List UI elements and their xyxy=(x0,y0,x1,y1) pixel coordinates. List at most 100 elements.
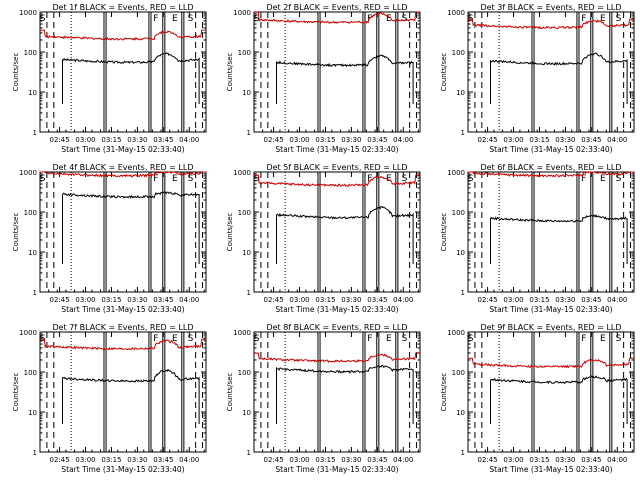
lld-series-line xyxy=(40,171,206,178)
detector-panel-7: Det 7f BLACK = Events, RED = LLD 1 10 100 10… xyxy=(12,323,207,474)
x-tick-label: 03:45 xyxy=(153,136,173,144)
marker-label: E xyxy=(600,334,606,344)
x-tick-label: 04:00 xyxy=(393,136,413,144)
y-tick-label: 1 xyxy=(461,449,465,457)
x-tick-label: 02:45 xyxy=(263,136,283,144)
x-tick-label: 03:45 xyxy=(581,456,601,464)
x-tick-label: 04:00 xyxy=(607,456,627,464)
x-tick-label: 03:30 xyxy=(341,136,361,144)
plot-frame xyxy=(253,11,421,133)
y-tick-label: 1 xyxy=(247,289,251,297)
y-axis-label: Counts/sec xyxy=(440,53,448,92)
plot-frame xyxy=(253,171,421,293)
marker-label: S xyxy=(40,174,46,184)
detector-panel-4: Det 4f BLACK = Events, RED = LLD 1 10 100 10… xyxy=(12,163,207,314)
panel-title: Det 7f BLACK = Events, RED = LLD xyxy=(52,323,193,332)
x-tick-label: 03:00 xyxy=(289,296,309,304)
y-tick-label: 10 xyxy=(28,89,37,97)
x-tick-label: 02:45 xyxy=(49,456,69,464)
marker-label: S xyxy=(254,14,260,24)
x-tick-label: 02:45 xyxy=(49,136,69,144)
panel-title: Det 4f BLACK = Events, RED = LLD xyxy=(52,163,193,172)
y-tick-label: 1 xyxy=(247,129,251,137)
y-tick-label: 1000 xyxy=(233,169,251,177)
x-tick-label: 03:30 xyxy=(555,456,575,464)
events-series-line xyxy=(276,364,414,424)
lld-series-line xyxy=(40,338,206,351)
y-tick-label: 10 xyxy=(456,409,465,417)
y-tick-label: 1 xyxy=(461,129,465,137)
y-tick-label: 1000 xyxy=(447,329,465,337)
x-tick-label: 03:30 xyxy=(341,456,361,464)
marker-label: S xyxy=(616,14,622,24)
x-tick-label: 03:15 xyxy=(315,136,335,144)
y-tick-label: 100 xyxy=(24,369,37,377)
x-tick-label: 03:00 xyxy=(75,456,95,464)
x-axis-label: Start Time (31-May-15 02:33:40) xyxy=(489,145,612,154)
y-tick-label: 100 xyxy=(452,369,465,377)
marker-label: E xyxy=(172,334,178,344)
detector-panel-8: Det 8f BLACK = Events, RED = LLD 1 10 100 10… xyxy=(226,323,421,474)
panel-title: Det 3f BLACK = Events, RED = LLD xyxy=(480,3,621,12)
lld-series-line xyxy=(254,11,420,25)
marker-label: F xyxy=(581,174,586,184)
lld-series-line xyxy=(254,352,420,364)
y-tick-label: 1000 xyxy=(19,9,37,17)
x-tick-label: 03:45 xyxy=(153,456,173,464)
marker-label: S xyxy=(40,14,46,24)
events-series-line xyxy=(490,52,628,104)
plot-frame xyxy=(39,171,207,293)
x-tick-label: 04:00 xyxy=(607,296,627,304)
plot-frame xyxy=(39,331,207,453)
x-axis-label: Start Time (31-May-15 02:33:40) xyxy=(275,145,398,154)
marker-label: F xyxy=(581,14,586,24)
y-tick-label: 10 xyxy=(242,249,251,257)
x-tick-label: 03:00 xyxy=(75,296,95,304)
x-tick-label: 03:30 xyxy=(341,296,361,304)
x-axis-label: Start Time (31-May-15 02:33:40) xyxy=(275,305,398,314)
marker-label: F xyxy=(367,14,372,24)
x-tick-label: 03:00 xyxy=(289,136,309,144)
x-tick-label: 03:15 xyxy=(101,296,121,304)
y-axis-label: Counts/sec xyxy=(440,373,448,412)
panel-title: Det 2f BLACK = Events, RED = LLD xyxy=(266,3,407,12)
lld-series-line xyxy=(468,357,634,369)
detector-panel-2: Det 2f BLACK = Events, RED = LLD 1 10 100 10… xyxy=(226,3,421,154)
marker-label: S xyxy=(188,174,194,184)
y-tick-label: 10 xyxy=(242,89,251,97)
lld-series-line xyxy=(40,29,206,41)
lld-series-line xyxy=(468,18,634,30)
x-tick-label: 03:45 xyxy=(367,456,387,464)
panel-title: Det 9f BLACK = Events, RED = LLD xyxy=(480,323,621,332)
events-series-line xyxy=(276,205,414,264)
detector-panel-1: Det 1f BLACK = Events, RED = LLD 1 10 100 10… xyxy=(12,3,207,154)
y-axis-label: Counts/sec xyxy=(12,213,20,252)
x-tick-label: 03:15 xyxy=(529,296,549,304)
marker-label: E xyxy=(600,174,606,184)
x-tick-label: 03:15 xyxy=(315,456,335,464)
y-tick-label: 100 xyxy=(24,209,37,217)
x-tick-label: 03:45 xyxy=(581,136,601,144)
x-tick-label: 03:15 xyxy=(529,136,549,144)
x-tick-label: 04:00 xyxy=(179,136,199,144)
x-tick-label: 04:00 xyxy=(179,296,199,304)
x-tick-label: 03:00 xyxy=(503,136,523,144)
plot-frame xyxy=(39,11,207,133)
x-tick-label: 03:30 xyxy=(127,456,147,464)
y-tick-label: 10 xyxy=(456,89,465,97)
y-tick-label: 10 xyxy=(28,249,37,257)
marker-label: S xyxy=(468,334,474,344)
plot-frame xyxy=(253,331,421,453)
y-axis-label: Counts/sec xyxy=(226,213,234,252)
marker-label: E xyxy=(600,14,606,24)
plot-frame xyxy=(467,11,635,133)
y-tick-label: 100 xyxy=(24,49,37,57)
x-tick-label: 02:45 xyxy=(49,296,69,304)
detector-panel-5: Det 5f BLACK = Events, RED = LLD 1 10 100 10… xyxy=(226,163,421,314)
y-tick-label: 1000 xyxy=(19,169,37,177)
marker-label: F xyxy=(581,334,586,344)
y-axis-label: Counts/sec xyxy=(12,373,20,412)
y-tick-label: 10 xyxy=(28,409,37,417)
x-tick-label: 03:30 xyxy=(127,296,147,304)
x-axis-label: Start Time (31-May-15 02:33:40) xyxy=(61,305,184,314)
